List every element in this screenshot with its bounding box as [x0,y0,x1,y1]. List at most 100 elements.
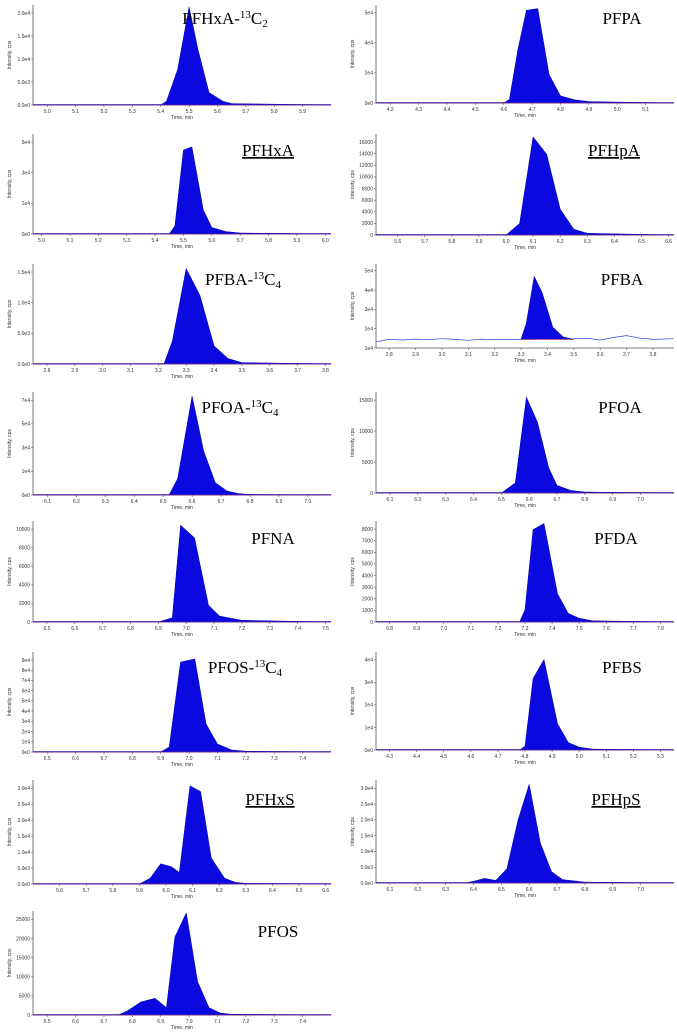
y-tick-label: 1e4 [22,469,31,475]
chart-panel-5: 2.8 2.9 3.0 3.1 3.2 3.3 3.4 3.5 3.6 3.7 3.8 0.0e0 5.… [7,264,332,380]
peak-area [33,146,332,235]
y-tick-label: 15000 [16,955,30,961]
x-tick-label: 2.9 [71,368,78,374]
y-tick-label: 2.5e4 [17,802,30,808]
x-axis-label: Time, min [171,244,193,250]
x-axis-label: Time, min [514,113,536,119]
chart-title-main: PFHxS [245,790,294,809]
y-tick-label: 4000 [19,583,30,589]
chart-panel-12: 4.3 4.4 4.5 4.6 4.7 4.8 4.9 5.0 5.1 5.2 5.3 0e0 1e4 2… [350,652,675,766]
chart-panel-4: 5.6 5.7 5.8 5.9 6.0 6.1 6.2 6.3 6.4 6.5 6.6 0 2000 40… [350,134,675,251]
y-axis-label: Intensity, cps [350,291,356,320]
chart-title: PFOS-13C4 [208,658,283,679]
x-tick-label: 6.9 [155,626,162,632]
chart-title: PFHpA [588,141,641,160]
x-tick-label: 5.7 [421,239,428,245]
x-tick-label: 5.4 [152,238,159,244]
chart-title: PFPA [602,9,642,28]
chart-panel-6: 2.8 2.9 3.0 3.1 3.2 3.3 3.4 3.5 3.6 3.7 3.8 1e4 2e4 3… [350,264,675,364]
x-tick-label: 6.9 [609,887,616,893]
y-tick-label: 0.0e0 [17,103,30,109]
chart-title: PFHxA [242,141,295,160]
x-tick-label: 5.2 [95,238,102,244]
y-tick-label: 2000 [362,221,373,227]
y-tick-label: 1.5e4 [17,34,30,40]
y-tick-label: 0 [27,1013,30,1019]
peak-area [376,523,675,623]
x-tick-label: 6.6 [526,497,533,503]
x-axis-label: Time, min [171,894,193,900]
y-tick-label: 0 [27,620,30,626]
x-tick-label: 7.1 [214,756,221,762]
x-tick-label: 6.7 [100,756,107,762]
y-tick-label: 0.0e0 [17,362,30,368]
x-tick-label: 3.2 [491,352,498,358]
chart-panel-2: 4.2 4.3 4.4 4.5 4.6 4.7 4.8 4.9 5.0 5.1 0e0 2e4 4e4 5… [350,5,675,119]
x-tick-label: 7.0 [637,497,644,503]
chart-panel-9: 6.5 6.6 6.7 6.8 6.9 7.0 7.1 7.2 7.3 7.4 7.5 0 2000 40… [7,521,332,638]
x-tick-label: 7.1 [214,1019,221,1025]
chart-title: PFOA-13C4 [202,398,279,419]
x-tick-label: 6.2 [414,497,421,503]
x-tick-label: 5.2 [630,754,637,760]
y-tick-label: 2e4 [365,703,374,709]
x-tick-label: 7.3 [522,626,529,632]
y-tick-label: 0e0 [22,493,31,499]
chart-title-main: PFOS [258,922,299,941]
x-tick-label: 5.7 [83,888,90,894]
x-tick-label: 5.8 [109,888,116,894]
y-tick-label: 7e4 [22,398,31,404]
x-tick-label: 3.4 [211,368,218,374]
chart-title-main: PFPA [602,9,642,28]
x-tick-label: 5.6 [208,238,215,244]
x-tick-label: 5.4 [157,109,164,115]
x-tick-label: 6.6 [322,888,329,894]
x-tick-label: 5.8 [271,109,278,115]
y-tick-label: 10000 [16,975,30,981]
x-tick-label: 4.4 [413,754,420,760]
x-tick-label: 6.8 [386,626,393,632]
y-tick-label: 0 [370,491,373,497]
x-tick-label: 6.2 [216,888,223,894]
peak-area [376,396,675,494]
x-tick-label: 6.6 [71,626,78,632]
y-tick-label: 0e0 [365,101,374,107]
y-tick-label: 15000 [359,398,373,404]
chart-title-main: PFHxA- [182,9,240,28]
y-tick-label: 5000 [362,562,373,568]
y-axis-label: Intensity, cps [350,428,356,457]
y-tick-label: 3.0e4 [17,786,30,792]
x-tick-label: 7.2 [242,1019,249,1025]
y-tick-label: 6000 [362,198,373,204]
x-tick-label: 6.4 [611,239,618,245]
x-tick-label: 6.3 [242,888,249,894]
x-tick-label: 5.8 [448,239,455,245]
x-tick-label: 6.9 [157,1019,164,1025]
x-tick-label: 4.8 [557,107,564,113]
chart-title-elem: C [262,398,273,417]
y-tick-label: 1.0e4 [360,849,373,855]
y-tick-label: 1e4 [365,346,374,352]
x-tick-label: 6.9 [609,497,616,503]
x-tick-label: 5.6 [394,239,401,245]
x-tick-label: 7.7 [630,626,637,632]
x-tick-label: 6.5 [43,626,50,632]
x-tick-label: 7.0 [183,626,190,632]
chart-title-elem: C [264,270,275,289]
x-tick-label: 3.6 [266,368,273,374]
y-tick-label: 9e4 [22,658,31,664]
x-tick-label: 5.1 [72,109,79,115]
x-tick-label: 7.4 [294,626,301,632]
y-axis-label: Intensity, cps [350,686,356,715]
y-tick-label: 10000 [359,175,373,181]
y-axis-label: Intensity, cps [7,299,13,328]
x-tick-label: 4.7 [529,107,536,113]
x-tick-label: 3.4 [544,352,551,358]
chart-title-sup: 13 [251,398,263,410]
y-tick-label: 2.0e4 [360,818,373,824]
x-tick-label: 5.0 [576,754,583,760]
chart-title: PFOA [598,398,642,417]
x-tick-label: 5.0 [44,109,51,115]
x-tick-label: 6.7 [99,626,106,632]
x-tick-label: 6.5 [44,1019,51,1025]
